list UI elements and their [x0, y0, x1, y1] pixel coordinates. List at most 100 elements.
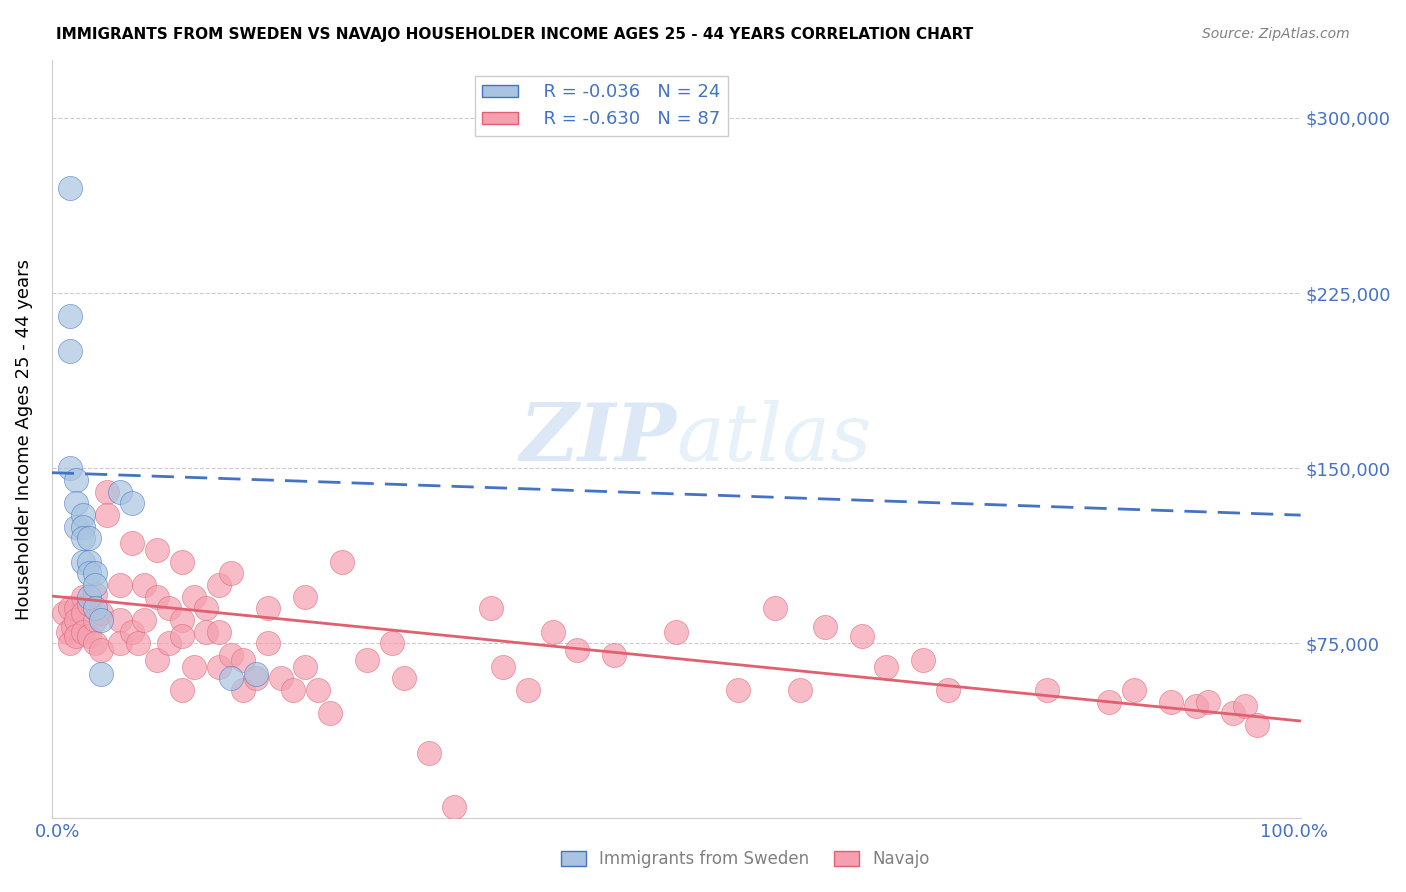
Point: [146, 653, 169, 667]
Legend: Immigrants from Sweden, Navajo: Immigrants from Sweden, Navajo: [554, 844, 936, 875]
Point: [443, 799, 465, 814]
Point: [77, 555, 100, 569]
Point: [257, 601, 280, 615]
Point: [330, 555, 353, 569]
Point: [77, 590, 100, 604]
Point: [245, 666, 267, 681]
Point: [245, 671, 267, 685]
Point: [72, 531, 94, 545]
Point: [96, 508, 118, 522]
Point: [84, 601, 107, 615]
Point: [127, 636, 149, 650]
Point: [392, 671, 415, 685]
Point: [208, 659, 231, 673]
Point: [356, 653, 378, 667]
Point: [789, 683, 811, 698]
Point: [727, 683, 749, 698]
Point: [90, 613, 112, 627]
Point: [281, 683, 304, 698]
Point: [763, 601, 786, 615]
Point: [1036, 683, 1059, 698]
Point: [121, 496, 143, 510]
Point: [96, 484, 118, 499]
Point: [53, 606, 76, 620]
Point: [84, 587, 107, 601]
Point: [65, 601, 87, 615]
Point: [875, 659, 897, 673]
Point: [183, 659, 205, 673]
Point: [936, 683, 959, 698]
Point: [72, 590, 94, 604]
Point: [195, 601, 218, 615]
Point: [134, 578, 156, 592]
Point: [146, 590, 169, 604]
Point: [219, 671, 242, 685]
Point: [77, 566, 100, 581]
Point: [603, 648, 626, 662]
Text: IMMIGRANTS FROM SWEDEN VS NAVAJO HOUSEHOLDER INCOME AGES 25 - 44 YEARS CORRELATI: IMMIGRANTS FROM SWEDEN VS NAVAJO HOUSEHO…: [56, 27, 973, 42]
Point: [232, 683, 254, 698]
Point: [232, 653, 254, 667]
Point: [62, 620, 84, 634]
Point: [84, 613, 107, 627]
Point: [418, 746, 440, 760]
Point: [912, 653, 935, 667]
Point: [257, 636, 280, 650]
Point: [121, 536, 143, 550]
Point: [1160, 695, 1182, 709]
Point: [59, 461, 82, 475]
Point: [108, 484, 131, 499]
Point: [1197, 695, 1219, 709]
Point: [65, 496, 87, 510]
Point: [567, 643, 589, 657]
Point: [65, 473, 87, 487]
Point: [77, 531, 100, 545]
Point: [851, 629, 873, 643]
Point: [77, 597, 100, 611]
Point: [108, 636, 131, 650]
Point: [541, 624, 564, 639]
Point: [90, 606, 112, 620]
Point: [1222, 706, 1244, 721]
Point: [219, 648, 242, 662]
Point: [59, 344, 82, 359]
Point: [479, 601, 502, 615]
Point: [65, 629, 87, 643]
Point: [294, 659, 316, 673]
Point: [157, 601, 180, 615]
Point: [516, 683, 538, 698]
Point: [270, 671, 292, 685]
Point: [146, 543, 169, 558]
Point: [72, 606, 94, 620]
Text: Source: ZipAtlas.com: Source: ZipAtlas.com: [1202, 27, 1350, 41]
Point: [294, 590, 316, 604]
Point: [90, 643, 112, 657]
Point: [219, 566, 242, 581]
Point: [108, 578, 131, 592]
Point: [1184, 699, 1206, 714]
Point: [1122, 683, 1144, 698]
Point: [665, 624, 688, 639]
Point: [381, 636, 404, 650]
Point: [1246, 718, 1268, 732]
Point: [183, 590, 205, 604]
Point: [492, 659, 515, 673]
Point: [84, 566, 107, 581]
Point: [121, 624, 143, 639]
Point: [65, 519, 87, 533]
Point: [84, 636, 107, 650]
Point: [59, 310, 82, 324]
Point: [208, 624, 231, 639]
Point: [157, 636, 180, 650]
Legend:   R = -0.036   N = 24,   R = -0.630   N = 87: R = -0.036 N = 24, R = -0.630 N = 87: [475, 76, 728, 136]
Point: [59, 181, 82, 195]
Point: [59, 636, 82, 650]
Text: atlas: atlas: [676, 401, 872, 478]
Point: [90, 666, 112, 681]
Point: [1233, 699, 1256, 714]
Point: [72, 508, 94, 522]
Point: [65, 613, 87, 627]
Point: [813, 620, 835, 634]
Point: [208, 578, 231, 592]
Point: [319, 706, 342, 721]
